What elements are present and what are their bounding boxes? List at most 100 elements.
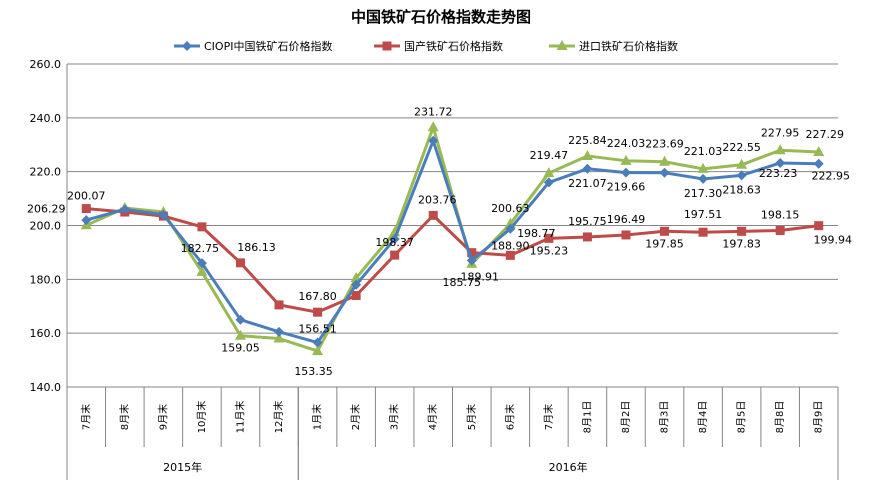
data-label: 195.75: [568, 215, 607, 228]
data-label: 182.75: [181, 242, 220, 255]
diamond-marker: [466, 255, 477, 266]
data-label: 219.47: [530, 149, 569, 162]
diamond-marker: [182, 41, 192, 51]
year-label: 2016年: [549, 460, 588, 474]
diamond-marker: [235, 314, 246, 325]
diamond-marker: [659, 167, 670, 178]
x-tick-label: 3月末: [388, 404, 401, 430]
chart-title: 中国铁矿石价格指数走势图: [351, 8, 531, 26]
data-label: 222.55: [722, 141, 761, 154]
square-marker: [505, 250, 515, 260]
diamond-marker: [428, 135, 439, 146]
diamond-marker: [582, 163, 593, 174]
diamond-marker: [543, 177, 554, 188]
data-label: 197.51: [684, 208, 723, 221]
square-marker: [197, 222, 207, 232]
data-label: 203.76: [418, 193, 457, 206]
triangle-marker: [620, 154, 632, 165]
triangle-marker: [659, 155, 671, 166]
data-label: 227.95: [761, 126, 800, 139]
data-label: 196.49: [607, 213, 646, 226]
x-tick-label: 7月末: [542, 404, 555, 430]
legend-label: 进口铁矿石价格指数: [579, 39, 678, 53]
diamond-marker: [274, 326, 285, 337]
triangle-marker: [234, 329, 246, 340]
y-tick-label: 200.0: [30, 220, 62, 233]
triangle-marker: [774, 144, 786, 155]
data-label: 195.23: [530, 244, 569, 257]
square-marker: [382, 41, 392, 51]
diamond-marker: [389, 233, 400, 244]
x-tick-label: 7月末: [79, 404, 92, 430]
x-tick-label: 11月末: [233, 401, 246, 434]
diamond-marker: [351, 279, 362, 290]
diamond-marker: [312, 337, 323, 348]
data-label: 186.13: [237, 241, 276, 254]
y-tick-label: 180.0: [30, 273, 62, 286]
triangle-marker: [273, 332, 285, 343]
data-label: 206.29: [27, 203, 66, 216]
square-marker: [81, 204, 91, 214]
diamond-marker: [813, 158, 824, 169]
x-tick-label: 8月3日: [659, 401, 671, 434]
square-marker: [235, 258, 245, 268]
triangle-marker: [581, 149, 593, 160]
data-label: 159.05: [221, 342, 260, 355]
x-tick-label: 12月末: [272, 401, 285, 434]
y-tick-label: 240.0: [30, 112, 62, 125]
data-label: 200.07: [67, 189, 106, 202]
data-labels: 156.51 198.77 221.07 219.66 217.30 218.63 223.…: [27, 105, 852, 378]
x-tick-label: 4月末: [426, 404, 439, 430]
y-tick-label: 140.0: [30, 381, 62, 394]
series-lines: [80, 121, 825, 356]
x-tick-label: 8月4日: [697, 401, 709, 434]
series-line: [85, 125, 819, 353]
data-label: 198.15: [761, 208, 800, 221]
y-tick-label: 220.0: [30, 166, 62, 179]
triangle-marker: [697, 162, 709, 173]
data-label: 223.23: [759, 167, 798, 180]
triangle-marker: [427, 121, 439, 132]
gridlines: [67, 63, 838, 388]
square-marker: [775, 225, 785, 235]
data-label: 156.51: [298, 323, 337, 336]
square-marker: [467, 248, 477, 258]
data-label: 222.95: [811, 170, 850, 183]
data-label: 217.30: [684, 187, 723, 200]
x-tick-label: 8月2日: [620, 401, 632, 434]
legend-label: CIOPI中国铁矿石价格指数: [204, 39, 332, 53]
data-label: 218.63: [722, 183, 761, 196]
y-tick-label: 160.0: [30, 327, 62, 340]
legend-label: 国产铁矿石价格指数: [404, 39, 503, 53]
diamond-marker: [81, 215, 92, 226]
triangle-marker: [813, 146, 825, 157]
diamond-marker: [505, 223, 516, 234]
data-label: 198.77: [517, 227, 556, 240]
triangle-marker: [312, 345, 324, 356]
x-tick-label: 6月末: [503, 404, 516, 430]
diamond-marker: [775, 157, 786, 168]
data-label: 198.37: [375, 236, 414, 249]
data-label: 223.69: [645, 138, 684, 151]
data-label: 224.03: [607, 137, 646, 150]
series-line: [85, 139, 819, 345]
x-tick-label: 8月1日: [581, 401, 593, 434]
x-tick-label: 5月末: [465, 404, 478, 430]
data-label: 197.85: [645, 237, 684, 250]
data-label: 227.29: [805, 128, 844, 141]
triangle-marker: [196, 265, 208, 276]
square-marker: [582, 232, 592, 242]
square-marker: [274, 300, 284, 310]
data-label: 225.84: [568, 134, 607, 147]
diamond-marker: [736, 170, 747, 181]
square-marker: [660, 226, 670, 236]
square-marker: [544, 233, 554, 243]
data-label: 189.91: [461, 271, 500, 284]
data-label: 185.75: [443, 276, 482, 289]
triangle-marker: [736, 158, 748, 169]
x-tick-label: 2月末: [349, 404, 362, 430]
diamond-marker: [119, 204, 130, 215]
x-tick-label: 8月9日: [813, 401, 825, 434]
triangle-marker: [556, 40, 568, 50]
